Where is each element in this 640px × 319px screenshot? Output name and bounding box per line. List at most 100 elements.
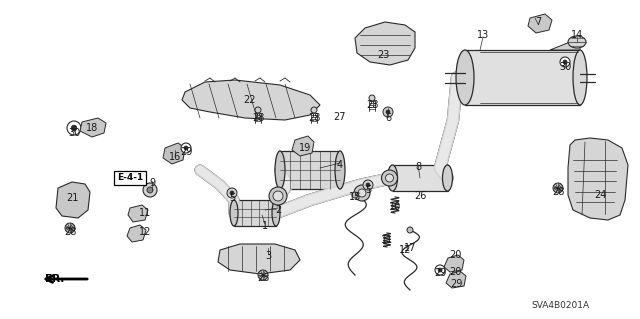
Circle shape [311,107,317,113]
Ellipse shape [275,151,285,189]
Circle shape [227,188,237,198]
Polygon shape [292,136,314,156]
Circle shape [143,183,157,197]
Ellipse shape [273,191,283,201]
Text: 12: 12 [139,227,151,237]
Text: 20: 20 [449,250,461,260]
Polygon shape [182,80,320,120]
Text: 2: 2 [275,205,281,215]
Circle shape [407,227,413,233]
Circle shape [230,191,234,195]
Ellipse shape [354,185,370,201]
Ellipse shape [272,200,280,226]
Text: 19: 19 [299,143,311,153]
Polygon shape [444,255,464,272]
Text: 3: 3 [265,251,271,261]
Text: 18: 18 [86,123,98,133]
Circle shape [383,107,393,117]
Circle shape [65,223,75,233]
Polygon shape [128,205,148,222]
Polygon shape [465,50,580,105]
Circle shape [454,278,458,282]
Text: 17: 17 [404,243,416,253]
Polygon shape [392,165,447,191]
Text: 28: 28 [552,187,564,197]
Circle shape [563,60,567,64]
Text: 27: 27 [333,112,346,122]
Circle shape [184,146,188,150]
Text: SVA4B0201A: SVA4B0201A [531,300,589,309]
Text: 11: 11 [381,235,393,245]
Text: 9: 9 [149,178,155,188]
Text: 28: 28 [308,113,320,123]
Ellipse shape [335,151,345,189]
Text: 25: 25 [257,273,269,283]
Text: 12: 12 [399,245,411,255]
Polygon shape [56,182,90,218]
Ellipse shape [568,36,586,48]
Polygon shape [163,143,185,164]
Text: 5: 5 [229,193,235,203]
Text: FR.: FR. [45,274,65,284]
Circle shape [438,268,442,272]
Polygon shape [127,225,146,242]
Text: 28: 28 [64,227,76,237]
Circle shape [255,107,261,113]
Polygon shape [550,42,580,50]
Polygon shape [355,22,415,65]
Ellipse shape [269,187,287,205]
Ellipse shape [381,170,397,186]
Polygon shape [234,200,276,226]
Circle shape [451,275,461,285]
Circle shape [386,110,390,114]
Circle shape [71,125,77,131]
Text: 30: 30 [68,128,80,138]
Text: 5: 5 [365,185,371,195]
Text: 16: 16 [169,152,181,162]
Polygon shape [280,151,340,189]
Text: 11: 11 [139,208,151,218]
Ellipse shape [573,50,587,105]
Text: 1: 1 [262,221,268,231]
Text: 20: 20 [449,267,461,277]
Text: 4: 4 [337,160,343,170]
Ellipse shape [230,200,238,226]
Text: 6: 6 [385,113,391,123]
Circle shape [369,95,375,101]
Ellipse shape [358,189,366,197]
Text: 22: 22 [244,95,256,105]
Text: 30: 30 [559,62,571,72]
Polygon shape [528,14,552,33]
Ellipse shape [442,165,452,191]
Text: 13: 13 [477,30,489,40]
Text: 26: 26 [414,191,426,201]
Text: E-4-1: E-4-1 [117,174,143,182]
Text: 28: 28 [252,113,264,123]
Circle shape [258,270,268,280]
Circle shape [560,57,570,67]
Text: 23: 23 [377,50,389,60]
Polygon shape [80,118,106,137]
Circle shape [363,180,373,190]
Text: 21: 21 [66,193,78,203]
Circle shape [366,183,370,187]
Polygon shape [218,244,300,274]
Circle shape [553,183,563,193]
Circle shape [67,121,81,135]
Circle shape [181,143,191,153]
Circle shape [147,187,153,193]
Text: 10: 10 [389,202,401,212]
Text: 14: 14 [571,30,583,40]
Circle shape [435,265,445,275]
Text: 8: 8 [415,162,421,172]
Ellipse shape [387,165,397,191]
Text: 29: 29 [450,279,462,289]
Ellipse shape [385,174,394,182]
Polygon shape [568,138,628,220]
Polygon shape [446,271,466,288]
Text: 29: 29 [180,147,192,157]
Ellipse shape [456,50,474,105]
Text: 7: 7 [535,17,541,27]
Text: 28: 28 [366,100,378,110]
Text: 15: 15 [349,192,361,202]
